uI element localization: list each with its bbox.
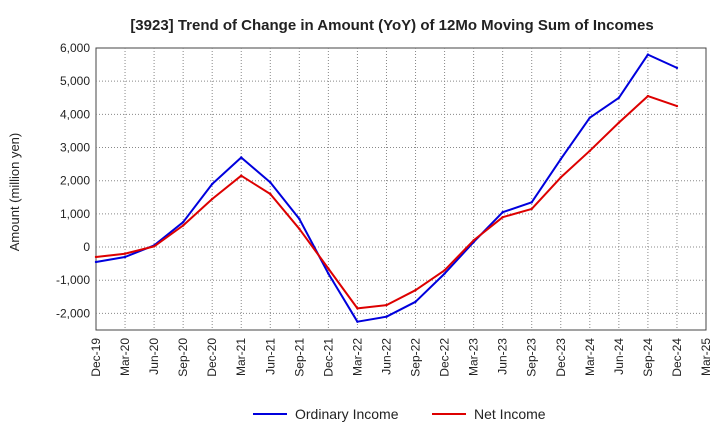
x-tick-label: Sep-23 (525, 338, 539, 377)
plot-frame (95, 47, 707, 331)
legend-label-net-income: Net Income (474, 406, 546, 422)
data-point-net-income (414, 288, 417, 292)
x-tick-label: Sep-24 (641, 338, 655, 377)
y-tick-label: 5,000 (60, 74, 90, 88)
data-point-net-income (559, 176, 562, 179)
x-tick-label: Sep-20 (176, 338, 190, 377)
legend-label-ordinary-income: Ordinary Income (295, 406, 399, 422)
data-point-ordinary-income (414, 300, 417, 303)
data-point-ordinary-income (356, 320, 359, 323)
data-point-net-income (181, 224, 185, 227)
data-point-net-income (646, 94, 650, 98)
data-point-ordinary-income (240, 156, 243, 159)
x-tick-label: Dec-20 (205, 338, 219, 377)
data-point-net-income (385, 303, 388, 307)
data-point-net-income (327, 267, 330, 270)
x-tick-label: Dec-22 (438, 338, 452, 377)
y-tick-label: 6,000 (60, 41, 90, 55)
data-point-net-income (123, 252, 127, 255)
data-point-ordinary-income (530, 201, 533, 204)
data-point-net-income (588, 149, 592, 153)
data-point-ordinary-income (94, 260, 98, 264)
data-point-ordinary-income (617, 96, 621, 99)
x-tick-label: Mar-20 (118, 338, 132, 376)
y-tick-label: 2,000 (60, 174, 90, 188)
x-tick-label: Dec-19 (89, 338, 103, 377)
x-tick-label: Dec-24 (670, 338, 684, 377)
data-point-net-income (617, 121, 621, 124)
x-tick-label: Jun-20 (147, 338, 161, 375)
y-tick-label: -2,000 (56, 306, 90, 320)
data-point-ordinary-income (675, 66, 679, 70)
y-tick-label: -1,000 (56, 273, 90, 287)
data-point-net-income (472, 239, 475, 242)
data-point-ordinary-income (210, 182, 214, 186)
x-tick-label: Mar-21 (234, 338, 248, 376)
data-point-net-income (210, 197, 214, 201)
data-point-ordinary-income (123, 255, 127, 259)
data-point-ordinary-income (181, 220, 185, 224)
y-axis-label: Amount (million yen) (7, 133, 22, 252)
data-point-ordinary-income (269, 181, 272, 184)
data-point-ordinary-income (327, 272, 330, 275)
chart-title: [3923] Trend of Change in Amount (YoY) o… (130, 17, 653, 34)
data-point-ordinary-income (501, 211, 504, 214)
data-point-ordinary-income (443, 272, 446, 275)
y-tick-label: 4,000 (60, 107, 90, 121)
data-point-ordinary-income (385, 315, 388, 318)
x-tick-label: Mar-24 (583, 338, 597, 376)
data-point-net-income (501, 216, 504, 219)
data-point-net-income (152, 245, 156, 248)
x-tick-label: Jun-24 (612, 338, 626, 375)
x-tick-label: Jun-23 (496, 338, 510, 375)
data-point-net-income (675, 104, 679, 108)
x-tick-label: Sep-22 (409, 338, 423, 377)
x-tick-label: Sep-21 (292, 338, 306, 377)
x-tick-label: Mar-23 (467, 338, 481, 376)
data-point-net-income (94, 255, 98, 259)
data-point-net-income (356, 307, 359, 310)
x-tick-label: Dec-23 (554, 338, 568, 377)
data-point-net-income (240, 174, 243, 177)
y-tick-label: 3,000 (60, 141, 90, 155)
plot-area: -2,000 -1,000 0 1,000 2,000 3,000 4,000 5,000 6,… (56, 41, 713, 377)
y-tick-label: 1,000 (60, 207, 90, 221)
data-point-ordinary-income (298, 217, 301, 221)
x-tick-label: Mar-25 (699, 338, 713, 376)
data-point-net-income (269, 192, 272, 196)
x-tick-label: Mar-22 (350, 338, 364, 376)
legend: Ordinary Income Net Income (253, 406, 546, 422)
data-point-net-income (443, 269, 446, 272)
data-point-ordinary-income (559, 157, 562, 161)
data-point-ordinary-income (588, 116, 592, 119)
y-tick-label: 0 (83, 240, 90, 254)
x-tick-label: Jun-21 (263, 338, 277, 375)
data-point-net-income (298, 227, 301, 231)
data-point-net-income (530, 207, 533, 211)
x-tick-label: Jun-22 (379, 338, 393, 375)
data-point-ordinary-income (646, 53, 650, 56)
x-tick-label: Dec-21 (321, 338, 335, 377)
